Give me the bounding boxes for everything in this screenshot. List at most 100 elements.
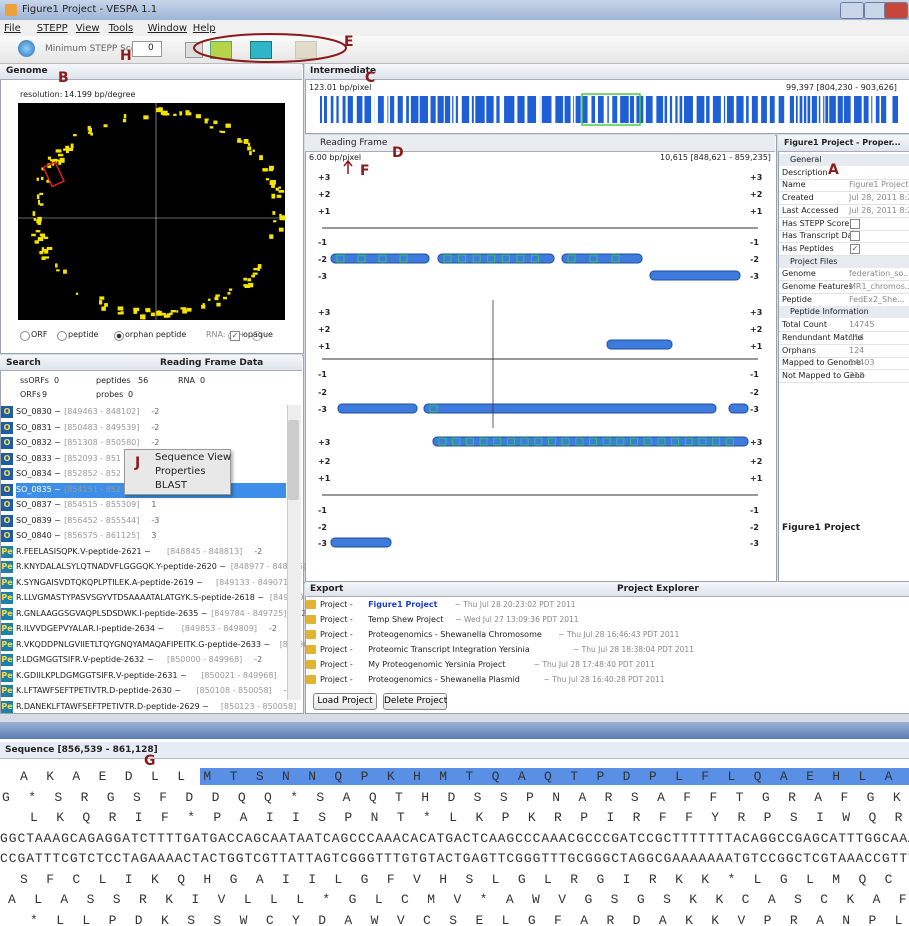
result-name[interactable]: P.LDGMGGTSIFR.V-peptide-2632 ~	[16, 655, 154, 664]
overview-gap	[326, 96, 331, 123]
result-frame: -3	[151, 515, 160, 525]
result-name[interactable]: SO_0837 ~	[16, 500, 61, 509]
result-name[interactable]: SO_0835 ~	[16, 484, 61, 494]
menu-item[interactable]: Help	[192, 23, 216, 34]
menu-item[interactable]: Window	[147, 23, 188, 34]
tab[interactable]: Reading Frame Data	[160, 358, 264, 368]
project-name[interactable]: Proteogenomics - Shewanella Plasmid	[368, 675, 520, 684]
result-name[interactable]: SO_0832 ~	[16, 438, 61, 447]
menu-option[interactable]: BLAST	[155, 480, 187, 491]
overview-gap	[603, 96, 608, 123]
result-name[interactable]: SO_0839 ~	[16, 515, 61, 525]
overview-gap	[418, 96, 420, 123]
result-name[interactable]: R.VKQDDPNLGVIIETLTQYGNQYAMAQAFIPEITK.G-p…	[16, 639, 271, 649]
prop-value: 14403	[849, 358, 875, 368]
tab[interactable]: Project Explorer	[617, 584, 699, 594]
genome-feature	[39, 250, 44, 255]
stat-label: ssORFs	[20, 376, 49, 385]
rf-tab[interactable]: Reading Frame	[320, 138, 388, 148]
prop-checkbox[interactable]	[850, 231, 860, 242]
result-name[interactable]: R.KNYDALALSYLQTNADVFLGGGQK.Y-peptide-262…	[16, 562, 227, 571]
menu-item[interactable]: View	[75, 23, 100, 34]
project-prefix[interactable]: Project -	[320, 600, 353, 609]
button[interactable]: Delete Project	[383, 693, 447, 710]
overview-gap	[371, 96, 375, 123]
genome-feature	[248, 142, 251, 146]
overview-gap	[608, 96, 613, 123]
frame-label: -1	[318, 238, 327, 247]
genome-feature	[278, 190, 285, 193]
project-name[interactable]: Temp Shew Project	[368, 615, 444, 624]
overview-gap	[338, 96, 343, 123]
score-value: 0	[148, 43, 154, 53]
prop-checkbox[interactable]: ✓	[850, 243, 860, 254]
result-name[interactable]: SO_0834 ~	[16, 469, 61, 478]
result-frame: -2	[151, 422, 160, 432]
project-name[interactable]: Figure1 Project	[368, 600, 438, 609]
menu-item[interactable]: Tools	[108, 23, 134, 34]
project-prefix[interactable]: Project -	[320, 630, 353, 639]
tool-icon[interactable]	[250, 41, 272, 59]
opaque-checkbox[interactable]: ✓	[230, 331, 240, 341]
overview-gap	[652, 96, 657, 123]
result-name[interactable]: SO_0833 ~	[16, 453, 61, 463]
radio[interactable]	[20, 331, 30, 341]
result-name[interactable]: K.LFTAWFSEFTPETIVTR.D-peptide-2630 ~	[16, 686, 182, 695]
prop-row	[779, 192, 909, 206]
genome-feature	[36, 194, 40, 200]
tool-icon[interactable]	[295, 41, 317, 59]
project-prefix[interactable]: Project -	[320, 645, 353, 654]
overview-gap	[806, 96, 808, 123]
frame-label: +2	[318, 325, 331, 334]
properties-footer: Figure1 Project	[782, 523, 861, 533]
project-prefix[interactable]: Project -	[320, 660, 353, 669]
frame-label: +3	[750, 438, 763, 447]
menu-item[interactable]: STEPP	[36, 23, 68, 34]
radio[interactable]	[252, 331, 262, 341]
tab[interactable]: Export	[310, 584, 344, 594]
genome-feature	[161, 312, 166, 316]
result-name[interactable]: K.SYNGAISVDTQKQPLPTILEK.A-peptide-2619 ~	[16, 577, 203, 587]
radio[interactable]	[114, 331, 124, 341]
genome-feature	[227, 291, 231, 295]
sequence-header	[0, 742, 909, 759]
project-prefix[interactable]: Project -	[320, 675, 353, 684]
genome-feature	[185, 112, 192, 116]
radio[interactable]	[57, 331, 67, 341]
result-name[interactable]: R.LLVGMASTYPASVSGYVTDSAAAATALATGYK.S-pep…	[16, 593, 265, 602]
tab[interactable]: Search	[6, 358, 41, 368]
stat-label: peptides	[96, 376, 131, 385]
result-name[interactable]: SO_0831 ~	[16, 422, 61, 432]
result-name[interactable]: SO_0840 ~	[16, 531, 61, 540]
window-button[interactable]	[840, 2, 864, 19]
menu-item[interactable]: File	[4, 23, 21, 34]
menu-option[interactable]: Sequence View	[155, 452, 232, 463]
result-range: [850483 - 849539]	[64, 422, 140, 432]
overview-gap	[816, 96, 819, 123]
result-name[interactable]: R.GNLAAGGSGVAQPLSDSDWK.I-peptide-2635 ~	[16, 608, 208, 618]
result-name[interactable]: R.FEELASISQPK.V-peptide-2621 ~	[16, 546, 151, 556]
result-name[interactable]: R.DANEKLFTAWFSEFTPETIVTR.D-peptide-2629 …	[16, 701, 209, 711]
result-name[interactable]: SO_0830 ~	[16, 407, 61, 416]
project-name[interactable]: My Proteogenomic Yersinia Project	[368, 660, 506, 669]
result-name[interactable]: R.ILVVDGEPVYALAR.I-peptide-2634 ~	[16, 624, 165, 633]
button[interactable]: Load Project	[313, 693, 377, 710]
prop-checkbox[interactable]	[850, 218, 860, 229]
result-name[interactable]: K.GDIILKPLDGMGGTSIFR.V-peptide-2631 ~	[16, 670, 187, 680]
overview-gap	[388, 96, 390, 123]
prop-key: Mapped to Genome	[782, 358, 861, 368]
score-input[interactable]	[132, 41, 162, 57]
genome-feature	[40, 176, 44, 180]
genome-feature	[87, 125, 91, 131]
project-prefix[interactable]: Project -	[320, 615, 353, 624]
overview-gap	[628, 96, 630, 123]
radio-label: peptide	[68, 330, 99, 339]
menu-option[interactable]: Properties	[155, 466, 206, 477]
project-name[interactable]: Proteogenomics - Shewanella Chromosome	[368, 630, 542, 639]
project-name[interactable]: Proteomic Transcript Integration Yersini…	[368, 645, 530, 654]
scroll-thumb[interactable]	[288, 420, 299, 500]
genome-feature	[55, 263, 58, 268]
genome-feature	[278, 186, 282, 189]
window-button[interactable]	[884, 2, 908, 19]
prop-key: Last Accessed	[782, 205, 839, 215]
